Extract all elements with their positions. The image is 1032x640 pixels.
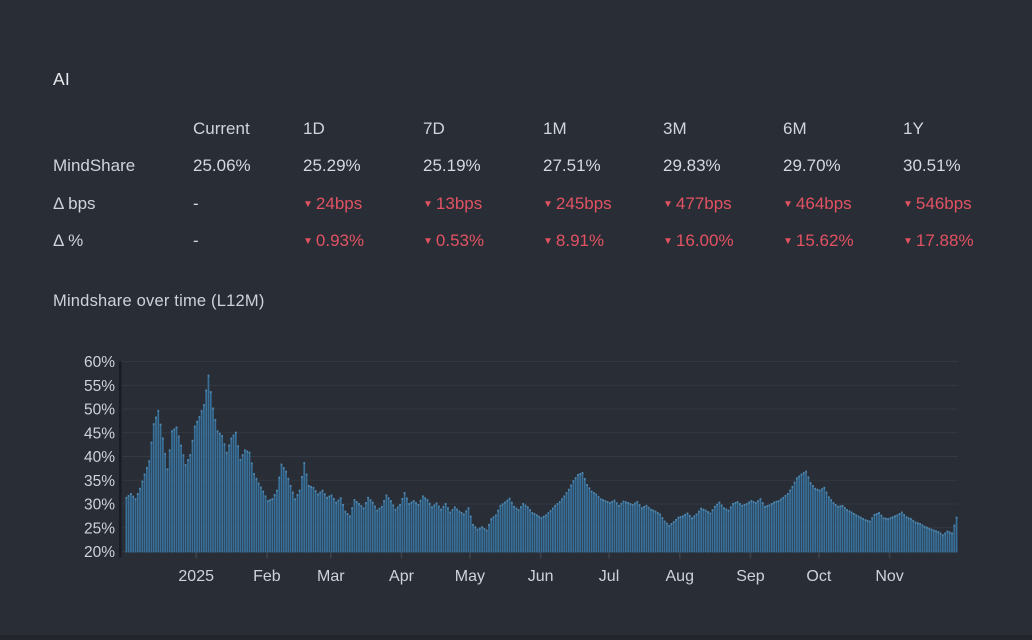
page-title: AI [53, 69, 70, 89]
down-triangle-icon: ▼ [783, 198, 793, 210]
delta-value: 8.91% [555, 231, 605, 251]
column-header: 6M [783, 118, 807, 138]
delta-value: 477bps [675, 193, 732, 213]
table-cell: - [193, 193, 199, 213]
row-label: MindShare [53, 156, 136, 176]
down-triangle-icon: ▼ [663, 198, 673, 210]
row-label: Δ % [53, 231, 84, 251]
mindshare-chart-canvas[interactable]: 20% 25% 30% 35% 40% 45% 50% 55% 60% 2025 Feb Mar Apr… [0, 340, 1032, 600]
down-triangle-icon: ▼ [423, 236, 433, 248]
table-cell: 27.51% [543, 156, 601, 176]
down-triangle-icon: ▼ [303, 236, 313, 248]
table-cell: ▼ 17.88% [903, 231, 1023, 251]
table-cell: 29.83% [663, 156, 721, 176]
column-header: 1Y [903, 118, 924, 138]
down-triangle-icon: ▼ [783, 236, 793, 248]
x-tick-label: Jul [599, 568, 619, 585]
table-cell: 25.06% [193, 156, 251, 176]
delta-value: 245bps [555, 193, 612, 213]
y-tick-label: 55% [84, 378, 115, 395]
down-triangle-icon: ▼ [303, 198, 313, 210]
table-cell: 30.51% [903, 156, 961, 176]
table-cell: - [193, 231, 199, 251]
x-tick-label: Oct [806, 568, 831, 585]
delta-value: 16.00% [675, 231, 734, 251]
y-tick-label: 40% [84, 449, 115, 466]
down-triangle-icon: ▼ [543, 236, 553, 248]
delta-value: 17.88% [915, 231, 974, 251]
x-tick-label: Aug [666, 568, 694, 585]
x-tick-label: Mar [317, 568, 345, 585]
row-label: Δ bps [53, 193, 96, 213]
table-cell: ▼ 546bps [903, 194, 1023, 214]
y-tick-label: 20% [84, 544, 115, 561]
delta-value: 464bps [795, 193, 852, 213]
table-cell: ▼ 13bps [423, 194, 543, 214]
table-cell: ▼ 245bps [543, 194, 663, 214]
x-tick-label: Feb [253, 568, 281, 585]
column-header: Current [193, 118, 250, 138]
column-header: 7D [423, 118, 445, 138]
delta-value: 546bps [915, 193, 972, 213]
mindshare-stats-table: Current 1D 7D 1M 3M 6M 1Y MindShare 25.06% 25.29%… [53, 110, 1027, 260]
x-axis: 2025 Feb Mar Apr May Jun Jul Aug Sep Oct Nov [178, 552, 904, 585]
table-cell: ▼ 0.53% [423, 231, 543, 251]
delta-value: 24bps [315, 193, 363, 213]
down-triangle-icon: ▼ [663, 236, 673, 248]
table-cell: ▼ 24bps [303, 194, 423, 214]
table-cell: ▼ 477bps [663, 194, 783, 214]
y-tick-label: 60% [84, 354, 115, 371]
delta-value: 0.93% [315, 231, 365, 251]
y-axis-line [119, 361, 122, 558]
table-cell: 25.19% [423, 156, 481, 176]
y-tick-label: 45% [84, 425, 115, 442]
column-header: 1D [303, 118, 325, 138]
table-cell: ▼ 0.93% [303, 231, 423, 251]
down-triangle-icon: ▼ [423, 198, 433, 210]
down-triangle-icon: ▼ [903, 198, 913, 210]
chart-title: Mindshare over time (L12M) [53, 292, 265, 310]
table-cell: 29.70% [783, 156, 841, 176]
y-tick-label: 25% [84, 520, 115, 537]
x-tick-label: May [455, 568, 485, 585]
table-cell: 25.29% [303, 156, 361, 176]
table-cell: ▼ 16.00% [663, 231, 783, 251]
delta-value: 15.62% [795, 231, 854, 251]
window-bottom-edge [0, 635, 1032, 640]
x-tick-label: Jun [528, 568, 554, 585]
table-cell: ▼ 15.62% [783, 231, 903, 251]
table-cell: ▼ 464bps [783, 194, 903, 214]
y-tick-label: 35% [84, 473, 115, 490]
column-header: 1M [543, 118, 567, 138]
y-axis-labels: 20% 25% 30% 35% 40% 45% 50% 55% 60% [84, 354, 115, 561]
delta-value: 13bps [435, 193, 483, 213]
x-tick-label: Sep [736, 568, 765, 585]
y-tick-label: 50% [84, 402, 115, 419]
x-tick-label: Apr [389, 568, 415, 585]
delta-value: 0.53% [435, 231, 485, 251]
down-triangle-icon: ▼ [543, 198, 553, 210]
column-header: 3M [663, 118, 687, 138]
y-tick-label: 30% [84, 497, 115, 514]
x-tick-label: 2025 [178, 568, 214, 585]
table-cell: ▼ 8.91% [543, 231, 663, 251]
down-triangle-icon: ▼ [903, 236, 913, 248]
x-tick-label: Nov [875, 568, 903, 585]
bars [125, 374, 958, 553]
